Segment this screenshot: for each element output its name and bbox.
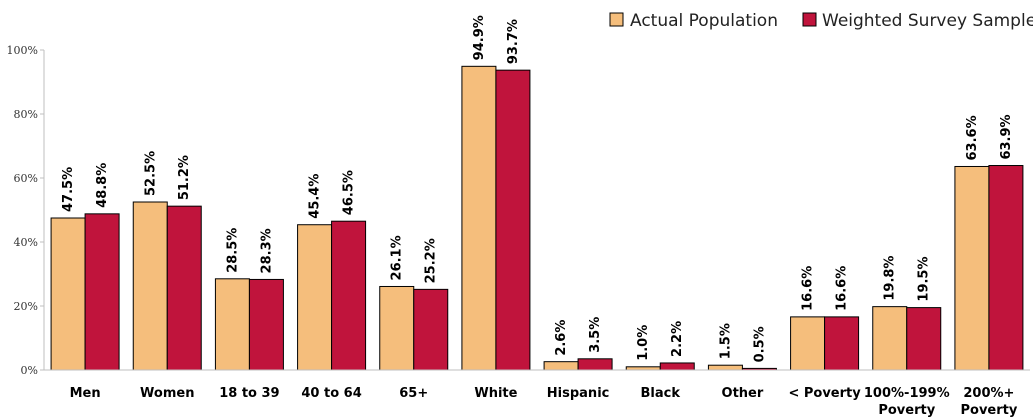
legend-swatch-actual [609,12,624,27]
data-label: 1.5% [718,323,733,359]
y-tick-label: 60% [14,172,38,185]
y-tick-label: 40% [14,236,38,249]
data-label: 2.6% [554,320,569,356]
bar-actual [872,306,908,371]
category-label: Women [140,386,194,401]
category-label: Other [722,386,764,401]
category-label: Hispanic [547,386,610,401]
bar-weighted [577,358,613,371]
y-tick-label: 80% [14,108,38,121]
bar-actual [214,278,250,371]
bar-weighted [495,69,531,371]
data-label: 0.5% [752,326,767,362]
category-label: 18 to 39 [219,386,279,401]
data-label: 28.3% [259,228,274,273]
bar-weighted [331,220,367,371]
legend: Actual Population Weighted Survey Sample [609,11,1033,31]
category-label: Black [641,386,681,401]
data-label: 51.2% [177,155,192,200]
bar-weighted [84,213,120,371]
bar-weighted [248,278,284,371]
bar-actual [790,316,826,371]
data-label: 93.7% [506,19,521,64]
x-axis: Men Women 18 to 39 40 to 64 65+ White Hispanic… [44,369,1030,418]
bar-actual [132,201,168,371]
bar-weighted [988,165,1024,371]
data-label: 25.2% [424,238,439,283]
bar-actual [954,165,990,371]
bar-actual [707,364,743,371]
data-label: 63.9% [999,114,1014,159]
bar-weighted [906,307,942,371]
y-tick-label: 100% [7,44,38,57]
category-label: Poverty [878,403,935,418]
data-label: 46.5% [342,170,357,215]
category-label: < Poverty [788,386,861,401]
bar-actual [297,224,333,371]
bars [50,65,1024,371]
category-label: Poverty [960,403,1017,418]
data-label: 3.5% [588,317,603,353]
data-label: 16.6% [801,266,816,311]
data-label: 19.8% [883,256,898,301]
legend-label-actual: Actual Population [630,11,778,31]
bar-actual [461,65,497,371]
data-label: 28.5% [225,228,240,273]
data-label: 26.1% [390,235,405,280]
y-tick-label: 20% [14,300,38,313]
bar-weighted [659,362,695,371]
data-label: 63.6% [965,115,980,160]
data-label: 19.5% [917,256,932,301]
data-label: 45.4% [308,174,323,219]
category-label: 200%+ [963,386,1014,401]
y-tick-label: 0% [21,364,38,377]
data-label: 47.5% [61,167,76,212]
data-label: 1.0% [636,325,651,361]
data-label: 52.5% [143,151,158,196]
data-label: 16.6% [835,266,850,311]
bar-actual [50,217,86,371]
data-labels: 47.5% 48.8% 52.5% 51.2% 28.5% 28.3% 45.4% 46.5%… [61,15,1014,362]
category-label: 65+ [399,386,428,401]
legend-label-weighted: Weighted Survey Sample [822,11,1033,31]
category-label: 100%-199% [864,386,950,401]
bar-actual [379,285,415,371]
bar-weighted [413,288,449,371]
data-label: 48.8% [95,163,110,208]
y-axis: 0% 20% 40% 60% 80% 100% [7,44,45,377]
bar-weighted [166,205,202,371]
category-label: Men [70,386,101,401]
category-label: White [474,386,517,401]
bar-actual [543,361,579,371]
legend-swatch-weighted [802,12,817,27]
data-label: 2.2% [670,321,685,357]
data-label: 94.9% [472,15,487,60]
bar-weighted [824,316,860,371]
category-label: 40 to 64 [301,386,361,401]
